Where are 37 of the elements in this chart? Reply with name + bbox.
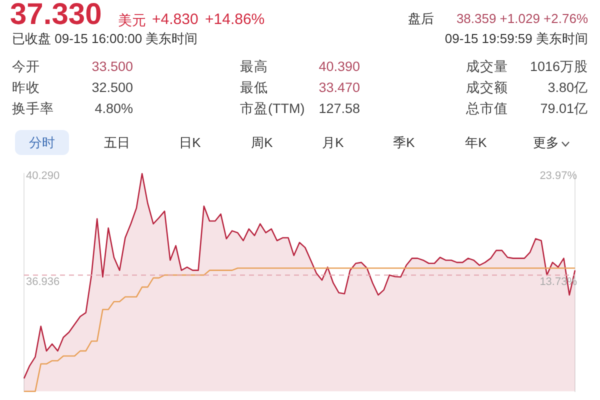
text: 今开	[12, 59, 40, 74]
text: 成交量	[466, 59, 508, 74]
text: 33.500	[92, 59, 133, 74]
text: 总市值	[466, 101, 508, 116]
text: 月K	[322, 135, 344, 150]
text: 周K	[251, 135, 273, 150]
text: 最低	[240, 80, 268, 95]
text: 日K	[179, 135, 201, 150]
text: 成交额	[466, 80, 508, 95]
text: 五日	[104, 135, 130, 150]
y2-tick-label: 23.97%	[540, 170, 578, 182]
text: +14.86%	[205, 11, 265, 28]
y-tick-label: 40.290	[26, 170, 60, 182]
text: 79.01亿	[540, 101, 588, 116]
text: 最高	[240, 59, 268, 74]
text: 更多	[533, 135, 559, 150]
text: 38.359 +1.029 +2.76%	[456, 11, 588, 26]
text: 昨收	[12, 80, 40, 95]
chart-title: 37.330	[10, 0, 102, 31]
text: 盘后	[408, 11, 434, 26]
y-tick-label: 36.936	[26, 276, 60, 288]
text: 市盈(TTM)	[240, 101, 305, 116]
text: 换手率	[12, 101, 54, 116]
text: 已收盘 09-15 16:00:00 美东时间	[12, 31, 198, 46]
text: 40.390	[318, 59, 360, 74]
text: 4.80%	[94, 101, 133, 116]
text: 分时	[15, 130, 69, 155]
text: 32.500	[92, 80, 133, 95]
text: 1016万股	[530, 59, 588, 74]
text: 127.58	[318, 101, 360, 116]
text: 美元	[118, 12, 146, 28]
text: 年K	[465, 135, 487, 150]
text: 09-15 19:59:59 美东时间	[444, 31, 588, 46]
text: 3.80亿	[548, 80, 588, 95]
text: 33.470	[318, 80, 360, 95]
text: +4.830	[152, 11, 198, 28]
text: 季K	[393, 135, 415, 150]
